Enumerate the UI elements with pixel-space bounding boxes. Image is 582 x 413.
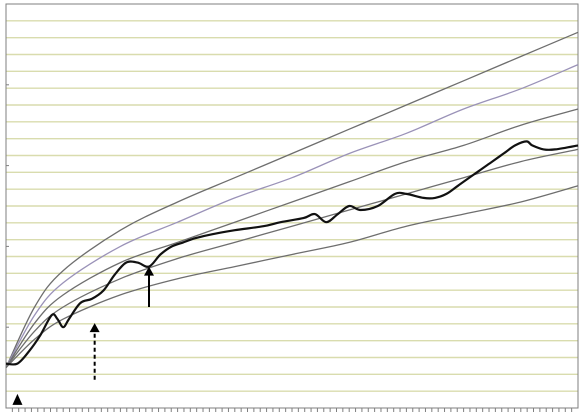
reference-curve-3: [5, 108, 579, 368]
reference-curve-2: [5, 64, 579, 368]
reference-curves: [5, 31, 579, 369]
solid-arrow: [144, 266, 154, 307]
series-lines: [5, 140, 579, 366]
reference-curve-4: [5, 148, 579, 369]
gridlines: [6, 20, 578, 392]
arrow-head: [144, 266, 154, 276]
markers: [12, 266, 154, 405]
triangle-marker: [12, 393, 23, 405]
chart-frame: [5, 3, 579, 412]
reference-curve-1: [5, 31, 579, 368]
dashed-arrow: [89, 323, 100, 380]
subject-series-line: [5, 140, 579, 366]
arrow-head: [89, 323, 100, 333]
